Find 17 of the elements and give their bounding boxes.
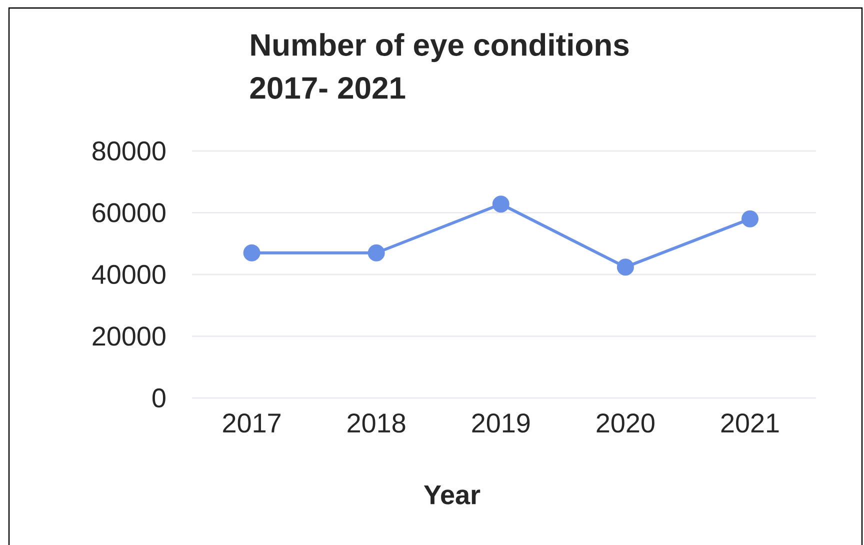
- y-tick-label: 60000: [92, 203, 166, 222]
- x-axis-title: Year: [424, 486, 480, 504]
- y-tick-label: 80000: [92, 141, 166, 161]
- point: [616, 258, 634, 276]
- x-tick-label: 2017: [223, 414, 280, 433]
- y-tick-label: 20000: [92, 326, 166, 346]
- x-tick-label: 2019: [472, 414, 530, 433]
- point: [741, 210, 758, 228]
- chart-title: Number of eye conditions 2017- 2021: [250, 33, 629, 99]
- x-tick-label: 2021: [721, 414, 779, 433]
- y-tick-label: 0: [152, 388, 166, 408]
- point: [368, 244, 385, 262]
- y-tick-label: 40000: [92, 264, 166, 284]
- x-tick-label: 2018: [348, 414, 406, 433]
- point: [492, 196, 510, 213]
- point: [243, 244, 260, 262]
- x-tick-label: 2020: [596, 414, 654, 433]
